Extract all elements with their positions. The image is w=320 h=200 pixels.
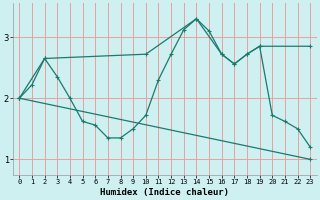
X-axis label: Humidex (Indice chaleur): Humidex (Indice chaleur) bbox=[100, 188, 229, 197]
